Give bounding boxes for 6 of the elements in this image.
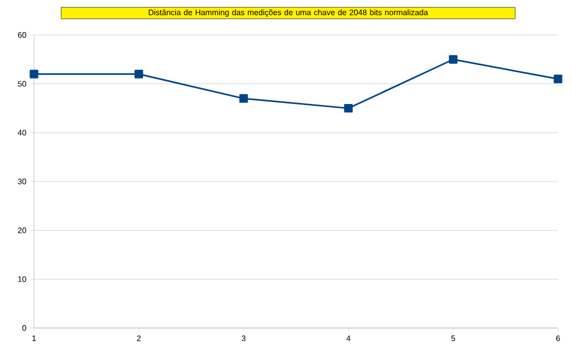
point <box>448 55 458 64</box>
point <box>239 94 248 103</box>
point <box>134 70 144 78</box>
point <box>344 104 353 113</box>
point <box>30 70 38 78</box>
point <box>554 74 562 84</box>
